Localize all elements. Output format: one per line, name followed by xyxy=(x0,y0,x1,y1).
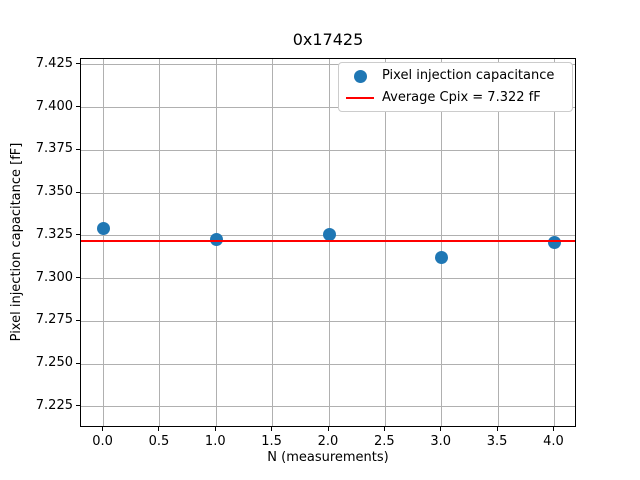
x-tick-label: 3.5 xyxy=(486,434,508,449)
x-tick-mark xyxy=(158,427,160,431)
legend-label-scatter: Pixel injection capacitance xyxy=(382,68,555,83)
y-tick-label: 7.375 xyxy=(35,141,73,157)
legend-handle xyxy=(345,69,375,83)
grid-line-horizontal xyxy=(81,278,575,280)
grid-line-vertical xyxy=(497,59,499,426)
y-tick-label: 7.425 xyxy=(35,55,73,71)
grid-line-vertical xyxy=(328,59,330,426)
y-tick-mark xyxy=(76,405,80,407)
grid-line-horizontal xyxy=(81,149,575,151)
x-tick-mark xyxy=(271,427,273,431)
data-point xyxy=(435,250,449,264)
average-line xyxy=(81,239,575,242)
legend-item-average: Average Cpix = 7.322 fF xyxy=(345,87,566,109)
x-tick-label: 1.5 xyxy=(261,434,282,449)
grid-line-vertical xyxy=(441,59,443,426)
average-line-icon xyxy=(346,97,374,99)
plot-area xyxy=(80,58,576,427)
x-tick-label: 0.5 xyxy=(148,434,170,449)
y-tick-label: 7.250 xyxy=(35,355,73,371)
data-point xyxy=(547,236,561,250)
y-tick-label: 7.400 xyxy=(35,98,73,114)
grid-line-vertical xyxy=(103,59,105,426)
scatter-marker-icon xyxy=(353,69,367,83)
y-tick-mark xyxy=(76,277,80,279)
data-point xyxy=(97,222,111,236)
y-tick-label: 7.225 xyxy=(35,397,73,413)
x-tick-label: 2.0 xyxy=(317,434,339,449)
chart-title: 0x17425 xyxy=(292,30,364,49)
y-tick-label: 7.275 xyxy=(35,312,73,328)
grid-line-vertical xyxy=(159,59,161,426)
x-tick-label: 4.0 xyxy=(543,434,564,449)
x-tick-label: 3.0 xyxy=(430,434,452,449)
grid-line-vertical xyxy=(272,59,274,426)
y-tick-mark xyxy=(76,106,80,108)
x-axis-label: N (measurements) xyxy=(267,450,389,465)
y-tick-label: 7.325 xyxy=(35,226,73,242)
legend: Pixel injection capacitance Average Cpix… xyxy=(338,62,573,112)
x-tick-mark xyxy=(327,427,329,431)
y-tick-mark xyxy=(76,191,80,193)
grid-line-horizontal xyxy=(81,406,575,408)
grid-line-horizontal xyxy=(81,64,575,66)
x-tick-mark xyxy=(214,427,216,431)
y-tick-mark xyxy=(76,63,80,65)
grid-line-horizontal xyxy=(81,192,575,194)
y-tick-mark xyxy=(76,319,80,321)
x-tick-mark xyxy=(552,427,554,431)
x-tick-label: 1.0 xyxy=(204,434,226,449)
grid-line-horizontal xyxy=(81,320,575,322)
legend-handle xyxy=(345,97,375,99)
grid-line-horizontal xyxy=(81,363,575,365)
grid-line-vertical xyxy=(384,59,386,426)
y-tick-label: 7.300 xyxy=(35,269,73,285)
x-tick-mark xyxy=(383,427,385,431)
x-tick-mark xyxy=(102,427,104,431)
x-tick-mark xyxy=(496,427,498,431)
legend-item-scatter: Pixel injection capacitance xyxy=(345,65,566,87)
x-tick-mark xyxy=(440,427,442,431)
y-tick-label: 7.350 xyxy=(35,184,73,200)
grid-line-horizontal xyxy=(81,107,575,109)
y-tick-mark xyxy=(76,234,80,236)
x-tick-label: 2.5 xyxy=(374,434,395,449)
data-point xyxy=(209,232,223,246)
y-tick-mark xyxy=(76,362,80,364)
x-tick-label: 0.0 xyxy=(92,434,113,449)
legend-label-average: Average Cpix = 7.322 fF xyxy=(382,90,541,105)
y-tick-mark xyxy=(76,148,80,150)
data-point xyxy=(322,228,336,242)
